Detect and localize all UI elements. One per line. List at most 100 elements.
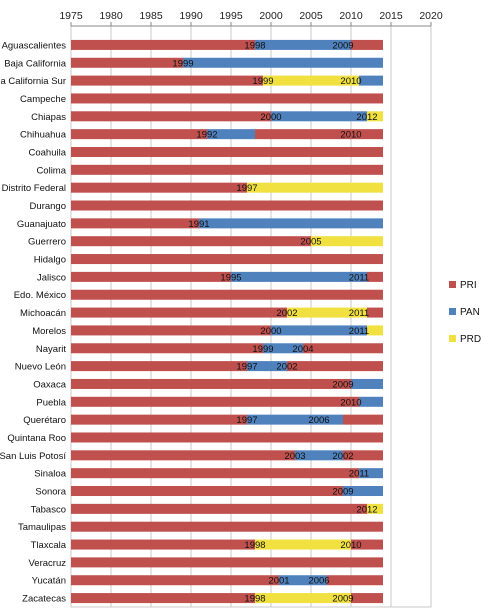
bar-segment-pan: [255, 39, 351, 50]
year-label: 2002: [332, 451, 353, 462]
bar-segment-pri: [71, 450, 295, 461]
year-label: 2002: [276, 308, 297, 319]
bar-segment-pri: [71, 521, 383, 532]
state-label: Durango: [30, 201, 66, 212]
year-label: 2004: [292, 344, 313, 355]
bar-segment-pan: [359, 396, 383, 407]
bar-segment-pan: [207, 129, 255, 140]
state-label: Campeche: [20, 94, 66, 105]
bar-segment-prd: [311, 236, 383, 247]
state-label: Coahuila: [29, 147, 67, 158]
x-tick-label: 1975: [59, 10, 83, 22]
bar-segment-pri: [351, 39, 383, 50]
state-label: Nayarit: [36, 344, 66, 355]
bar-segment-pri: [71, 378, 351, 389]
year-label: 1998: [244, 40, 265, 51]
year-label: 2009: [332, 487, 353, 498]
state-label: Chihuahua: [20, 130, 67, 141]
labels-layer: Aguascalientes 1998 2009 Baja California 199…: [0, 40, 378, 604]
legend-swatch-prd: [449, 335, 456, 342]
bar-segment-pan: [359, 75, 383, 86]
bar-segment-pan: [295, 450, 343, 461]
year-label: 2010: [340, 540, 361, 551]
bar-segment-pri: [343, 450, 383, 461]
state-label: Guerrero: [28, 237, 66, 248]
year-label: 1995: [220, 272, 241, 283]
bar-segment-pri: [71, 593, 255, 604]
bar-segment-pri: [71, 93, 383, 104]
state-label: Jalisco: [37, 272, 66, 283]
bar-segment-pan: [231, 271, 367, 282]
state-label: Michoacán: [20, 308, 66, 319]
year-label: 2006: [308, 576, 329, 587]
state-label: Hidalgo: [34, 255, 66, 266]
year-label: 1999: [172, 58, 193, 69]
bar-segment-pan: [271, 111, 367, 122]
bar-segment-pan: [247, 414, 343, 425]
state-label: Guanajuato: [17, 219, 66, 230]
bar-segment-pri: [351, 593, 383, 604]
year-label: 2010: [340, 130, 361, 141]
state-label: Baja California Sur: [0, 76, 66, 87]
bar-segment-pri: [71, 503, 367, 514]
x-tick-label: 2015: [379, 10, 403, 22]
x-tick-label: 2000: [259, 10, 283, 22]
bar-segment-prd: [255, 539, 351, 550]
bar-segment-pri: [71, 343, 263, 354]
bar-segment-pri: [71, 182, 247, 193]
state-label: Yucatán: [32, 576, 66, 587]
state-label: Edo. México: [14, 290, 66, 301]
bar-segment-pan: [279, 575, 327, 586]
legend-label-prd: PRD: [460, 334, 481, 345]
year-label: 2000: [260, 112, 281, 123]
year-label: 2003: [284, 451, 305, 462]
bars-layer: [71, 39, 383, 604]
bar-segment-pan: [343, 486, 383, 497]
state-label: Tabasco: [31, 504, 66, 515]
axis-layer: 1975 1980 1985 1990 1995 2000 2005 2010 2015 2020: [59, 10, 443, 27]
bar-segment-pri: [71, 396, 359, 407]
bar-segment-pan: [271, 325, 367, 336]
bar-segment-pri: [351, 539, 383, 550]
bar-segment-pri: [71, 129, 207, 140]
state-label: Morelos: [32, 326, 66, 337]
x-tick-label: 1990: [179, 10, 203, 22]
year-label: 2011: [349, 469, 369, 480]
state-label: Tamaulipas: [18, 522, 66, 533]
bar-segment-pri: [71, 361, 247, 372]
bar-segment-pri: [71, 254, 383, 265]
state-label: Tlaxcala: [31, 540, 67, 551]
state-label: San Luis Potosí: [0, 451, 66, 462]
state-label: Veracruz: [29, 558, 67, 569]
legend-label-pan: PAN: [460, 307, 480, 318]
year-label: 1998: [244, 594, 265, 605]
x-tick-label: 1985: [139, 10, 163, 22]
bar-segment-pri: [71, 414, 247, 425]
year-label: 2009: [332, 40, 353, 51]
bar-segment-pan: [351, 378, 383, 389]
year-label: 1997: [236, 183, 257, 194]
year-label: 2000: [260, 326, 281, 337]
bar-segment-pri: [71, 200, 383, 211]
state-label: Baja California: [4, 58, 66, 69]
bar-segment-prd: [287, 307, 367, 318]
bar-segment-pan: [183, 57, 383, 68]
bar-segment-pri: [71, 289, 383, 300]
legend-swatch-pri: [449, 281, 456, 288]
bar-segment-pri: [255, 129, 383, 140]
year-label: 1999: [252, 76, 273, 87]
bar-segment-pri: [71, 575, 279, 586]
year-label: 1999: [252, 344, 273, 355]
bar-segment-pri: [71, 486, 343, 497]
state-label: Sinaloa: [34, 469, 66, 480]
state-label: Nuevo León: [15, 362, 66, 373]
state-label: Zacatecas: [22, 594, 66, 605]
state-label: Aguascalientes: [2, 40, 67, 51]
state-label: Querétaro: [23, 415, 66, 426]
state-label: Colima: [36, 165, 66, 176]
state-label: Quintana Roo: [7, 433, 66, 444]
bar-segment-pri: [367, 307, 383, 318]
x-tick-label: 1995: [219, 10, 243, 22]
bar-segment-pri: [71, 57, 183, 68]
